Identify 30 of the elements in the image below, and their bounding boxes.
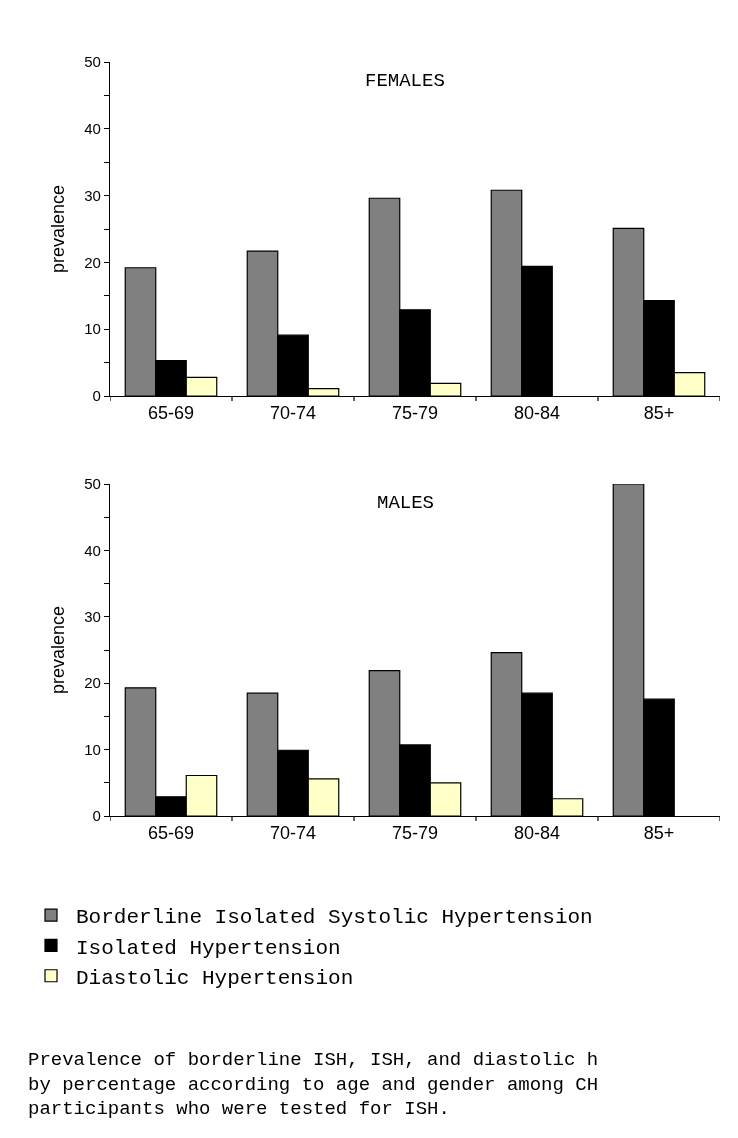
y-tick-label: 30 [84,608,101,626]
text: Prevalence of borderline ISH, ISH, and diastolic h by percentage according to age and gender among CH participants who were tested for ISH. [28,1049,599,1121]
x-tick-label: 65-69 [147,822,195,843]
x-tick-label: 70-74 [269,822,317,843]
y-tick-label: 10 [84,740,101,758]
x-tick-label: 65-69 [147,402,195,423]
y-tick-label: 40 [84,541,101,559]
y-tick-label: 20 [84,674,101,692]
chart-title: MALES [377,492,435,514]
y-tick-label: 10 [84,320,101,338]
x-tick-label: 80-84 [513,822,561,843]
y-axis-title: prevalence [48,184,69,274]
x-tick-label: 85+ [643,402,675,423]
y-tick-label: 50 [84,53,101,71]
legend-label: Diastolic Hypertension [76,966,354,990]
legend-label: Isolated Hypertension [76,936,341,960]
x-tick-label: 85+ [643,822,675,843]
y-tick-label: 40 [84,120,101,138]
x-tick-label: 70-74 [269,402,317,423]
x-tick-label: 80-84 [513,402,561,423]
chart-title: FEMALES [365,70,445,92]
y-tick-label: 0 [92,387,101,405]
legend-label: Borderline Isolated Systolic Hypertension [76,906,593,930]
y-tick-label: 50 [84,475,101,493]
y-tick-label: 30 [84,186,101,204]
y-tick-label: 20 [84,253,101,271]
x-tick-label: 75-79 [391,402,439,423]
y-axis-title: prevalence [48,605,69,695]
y-tick-label: 0 [92,807,101,825]
x-tick-label: 75-79 [391,822,439,843]
